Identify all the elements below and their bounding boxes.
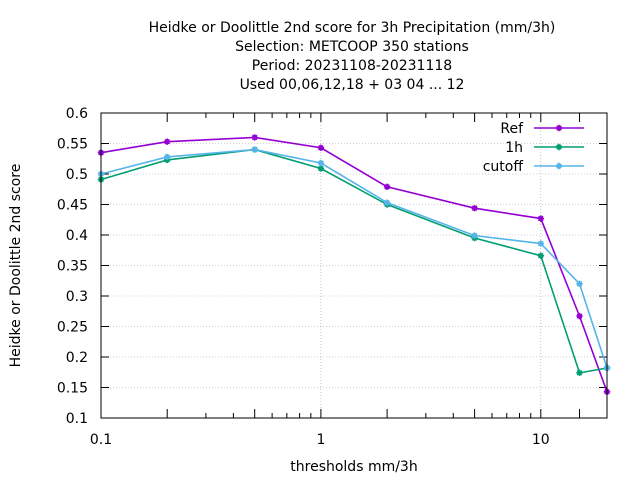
- data-point-cutoff-dot: [538, 241, 544, 246]
- x-tick-label: 1: [316, 432, 325, 448]
- series-line-cutoff: [100, 148, 608, 369]
- chart-title-line: Period: 20231108-20231118: [252, 58, 452, 74]
- y-tick-label: 0.15: [57, 381, 88, 397]
- legend-label-ref: Ref: [500, 121, 524, 137]
- chart-title-line: Heidke or Doolittle 2nd score for 3h Pre…: [149, 20, 556, 36]
- y-axis-label: Heidke or Doolittle 2nd score: [8, 164, 24, 368]
- data-point-ref-dot: [577, 313, 582, 319]
- plot-frame: [100, 112, 608, 419]
- legend-marker-cutoff-dot: [556, 163, 562, 169]
- y-tick-label: 0.45: [57, 198, 88, 214]
- x-tick-label: 0.1: [90, 432, 112, 448]
- y-tick-label: 0.3: [66, 289, 88, 305]
- legend-label-cutoff: cutoff: [483, 159, 524, 175]
- legend-marker-1h-dot: [556, 144, 562, 150]
- chart-title-line: Used 00,06,12,18 + 03 04 ... 12: [240, 77, 465, 93]
- series-cutoff: [97, 146, 611, 372]
- series-line-ref: [100, 136, 608, 393]
- chart-title: Heidke or Doolittle 2nd score for 3h Pre…: [149, 20, 556, 93]
- y-tick-label: 0.4: [66, 228, 88, 244]
- data-point-1h-dot: [538, 253, 544, 259]
- grid-lines: [101, 113, 607, 418]
- chart-title-line: Selection: METCOOP 350 stations: [235, 39, 469, 55]
- data-point-cutoff-dot: [164, 154, 170, 160]
- y-tick-label: 0.6: [66, 106, 88, 122]
- x-tick-labels: 0.1 1 10: [90, 432, 550, 448]
- y-tick-labels: 0.1 0.15 0.2 0.25 0.3 0.35 0.4 0.45 0.5 0.55 0.6: [57, 106, 88, 427]
- data-point-cutoff-dot: [318, 160, 324, 166]
- series-ref: [97, 134, 611, 395]
- series-group: [97, 134, 611, 395]
- y-tick-label: 0.2: [66, 350, 88, 366]
- series-1h: [97, 146, 611, 377]
- data-point-cutoff-dot: [577, 281, 582, 287]
- data-point-ref-dot: [164, 139, 170, 145]
- y-tick-label: 0.1: [66, 411, 88, 427]
- y-tick-label: 0.35: [57, 259, 88, 275]
- data-point-ref-dot: [472, 205, 478, 211]
- data-point-cutoff-dot: [472, 233, 478, 239]
- data-point-ref-dot: [538, 216, 544, 221]
- x-tick-label: 10: [532, 432, 550, 448]
- y-tick-label: 0.5: [66, 167, 88, 183]
- data-point-ref-dot: [318, 145, 324, 151]
- x-axis-label: thresholds mm/3h: [290, 459, 417, 475]
- data-point-1h-dot: [318, 166, 324, 171]
- data-point-1h-dot: [577, 370, 582, 376]
- y-tick-label: 0.25: [57, 320, 88, 336]
- y-tick-label: 0.55: [57, 137, 88, 153]
- legend: Ref 1h cutoff: [483, 121, 584, 175]
- data-point-cutoff-dot: [384, 200, 390, 206]
- legend-label-1h: 1h: [505, 140, 523, 156]
- legend-marker-ref-dot: [556, 125, 562, 131]
- data-point-ref-dot: [384, 184, 390, 190]
- data-point-ref-dot: [252, 135, 258, 140]
- data-point-cutoff-dot: [252, 147, 258, 153]
